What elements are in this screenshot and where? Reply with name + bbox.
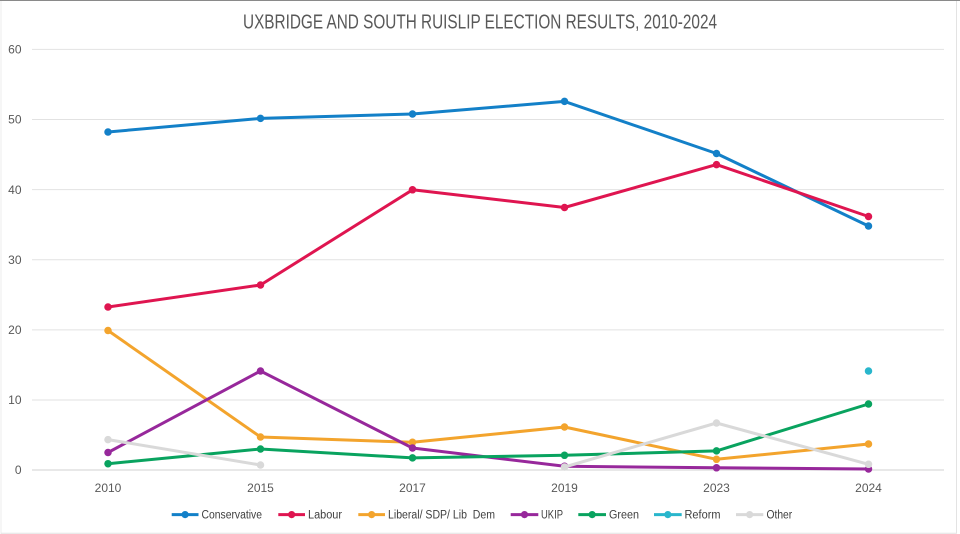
svg-text:UKIP: UKIP	[541, 510, 563, 522]
svg-text:2017: 2017	[399, 481, 426, 495]
svg-text:Reform: Reform	[685, 510, 721, 522]
svg-text:30: 30	[8, 253, 22, 267]
svg-text:0: 0	[15, 463, 22, 477]
svg-text:40: 40	[8, 183, 22, 197]
svg-text:2024: 2024	[855, 481, 882, 495]
svg-text:10: 10	[8, 393, 22, 407]
svg-text:2010: 2010	[95, 481, 122, 495]
svg-text:Labour: Labour	[308, 510, 342, 522]
svg-text:Liberal/ SDP/ Lib Dem: Liberal/ SDP/ Lib Dem	[388, 510, 495, 522]
svg-text:2019: 2019	[551, 481, 578, 495]
svg-text:20: 20	[8, 323, 22, 337]
svg-text:UXBRIDGE AND SOUTH RUISLIP ELE: UXBRIDGE AND SOUTH RUISLIP ELECTION RESU…	[243, 12, 717, 34]
svg-text:Other: Other	[767, 510, 793, 522]
svg-text:2015: 2015	[247, 481, 274, 495]
svg-text:50: 50	[8, 113, 22, 127]
svg-text:60: 60	[8, 43, 22, 57]
svg-text:Conservative: Conservative	[202, 510, 263, 522]
svg-text:2023: 2023	[703, 481, 730, 495]
svg-text:Green: Green	[609, 510, 639, 522]
